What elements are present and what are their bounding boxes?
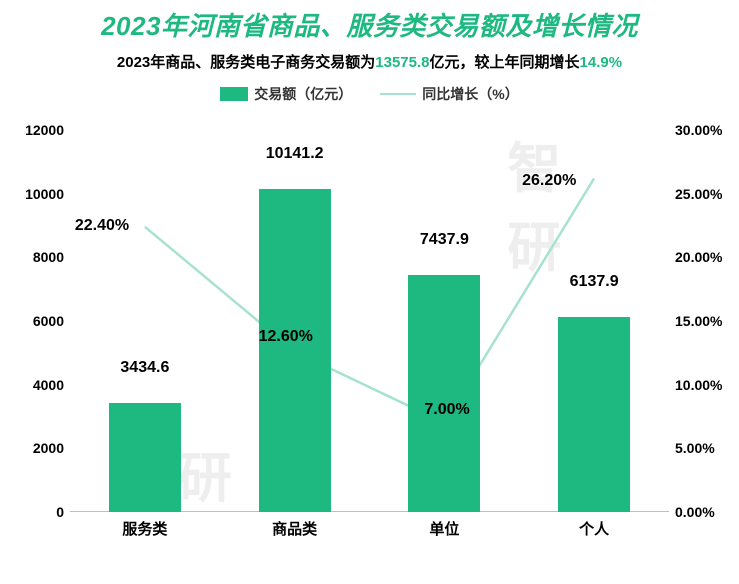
y-right-tick: 10.00% xyxy=(669,377,722,393)
chart-title: 2023年河南省商品、服务类交易额及增长情况 xyxy=(0,0,739,43)
subtitle-prefix: 2023年商品、服务类电子商务交易额为 xyxy=(117,54,375,71)
chart-container: 2023年河南省商品、服务类交易额及增长情况 2023年商品、服务类电子商务交易… xyxy=(0,0,739,584)
bar xyxy=(259,189,331,512)
legend-item-bar: 交易额（亿元） xyxy=(220,84,352,104)
y-left-tick: 8000 xyxy=(33,249,70,265)
chart-area: 智研 智研 0200040006000800010000120000.00%5.… xyxy=(70,130,669,534)
line-value-label: 7.00% xyxy=(424,401,469,419)
legend-line-swatch xyxy=(380,93,416,95)
legend-item-line: 同比增长（%） xyxy=(380,84,518,104)
subtitle-value2: 14.9% xyxy=(580,54,623,71)
bar-value-label: 10141.2 xyxy=(266,145,324,167)
x-category-label: 商品类 xyxy=(272,512,317,539)
bar-value-label: 6137.9 xyxy=(570,273,619,295)
y-right-tick: 0.00% xyxy=(669,504,715,520)
legend-bar-swatch xyxy=(220,87,248,101)
line-value-label: 12.60% xyxy=(259,328,313,346)
line-value-label: 22.40% xyxy=(75,217,129,235)
y-left-tick: 6000 xyxy=(33,313,70,329)
subtitle-value1: 13575.8 xyxy=(375,54,429,71)
plot-region: 0200040006000800010000120000.00%5.00%10.… xyxy=(70,130,669,512)
legend-bar-label: 交易额（亿元） xyxy=(254,84,352,104)
x-category-label: 服务类 xyxy=(122,512,167,539)
y-right-tick: 25.00% xyxy=(669,186,722,202)
x-category-label: 个人 xyxy=(579,512,609,539)
y-right-tick: 5.00% xyxy=(669,440,715,456)
y-left-tick: 10000 xyxy=(25,186,70,202)
legend: 交易额（亿元） 同比增长（%） xyxy=(0,84,739,104)
y-left-tick: 2000 xyxy=(33,440,70,456)
x-category-label: 单位 xyxy=(429,512,459,539)
y-right-tick: 15.00% xyxy=(669,313,722,329)
bar xyxy=(558,317,630,512)
y-left-tick: 4000 xyxy=(33,377,70,393)
bar-value-label: 7437.9 xyxy=(420,231,469,253)
chart-subtitle: 2023年商品、服务类电子商务交易额为13575.8亿元，较上年同期增长14.9… xyxy=(0,51,739,72)
bar xyxy=(408,275,480,512)
line-value-label: 26.20% xyxy=(522,172,576,190)
y-left-tick: 0 xyxy=(56,504,70,520)
y-right-tick: 20.00% xyxy=(669,249,722,265)
y-right-tick: 30.00% xyxy=(669,122,722,138)
bar-value-label: 3434.6 xyxy=(120,359,169,381)
legend-line-label: 同比增长（%） xyxy=(422,84,518,104)
bar xyxy=(109,403,181,512)
y-left-tick: 12000 xyxy=(25,122,70,138)
subtitle-mid: 亿元，较上年同期增长 xyxy=(430,54,580,71)
